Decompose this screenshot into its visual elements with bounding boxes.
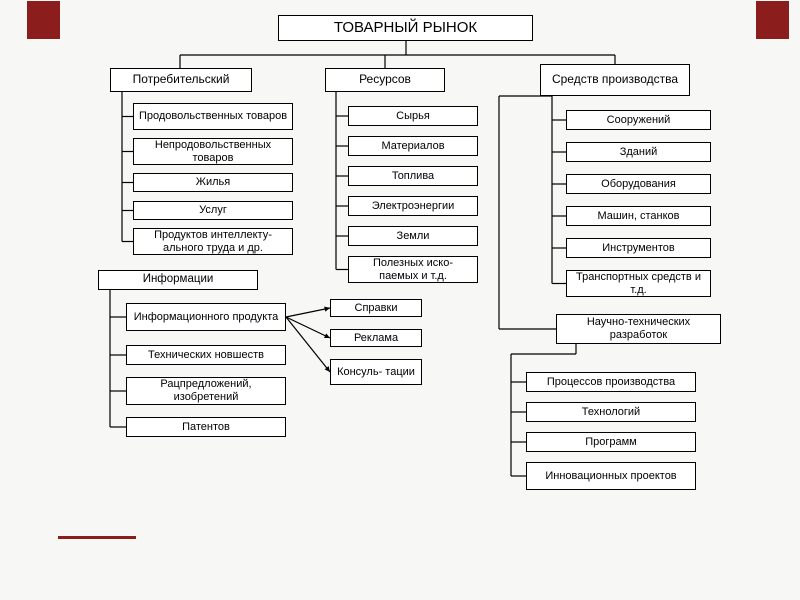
branch-head-0: Потребительский [110, 68, 252, 92]
branch-0-item-4: Продуктов интеллекту- ального труда и др… [133, 228, 293, 255]
info-item-1: Технических новшеств [126, 345, 286, 365]
branch-0-item-3: Услуг [133, 201, 293, 220]
accent-bar-2 [58, 536, 136, 539]
branch-2-item-0: Сооружений [566, 110, 711, 130]
sci-head: Научно-технических разработок [556, 314, 721, 344]
info-item-0: Информационного продукта [126, 303, 286, 331]
accent-bar-1 [756, 1, 789, 39]
sci-item-3: Инновационных проектов [526, 462, 696, 490]
info-fanout-1: Реклама [330, 329, 422, 347]
accent-bar-0 [27, 1, 60, 39]
sci-item-0: Процессов производства [526, 372, 696, 392]
branch-1-item-2: Топлива [348, 166, 478, 186]
branch-2-item-2: Оборудования [566, 174, 711, 194]
branch-2-item-4: Инструментов [566, 238, 711, 258]
branch-2-item-3: Машин, станков [566, 206, 711, 226]
branch-1-item-1: Материалов [348, 136, 478, 156]
branch-0-item-0: Продовольственных товаров [133, 103, 293, 130]
branch-2-item-5: Транспортных средств и т.д. [566, 270, 711, 297]
sci-item-1: Технологий [526, 402, 696, 422]
branch-1-item-4: Земли [348, 226, 478, 246]
info-item-2: Рацпредложений, изобретений [126, 377, 286, 405]
info-head: Информации [98, 270, 258, 290]
branch-1-item-0: Сырья [348, 106, 478, 126]
branch-2-item-1: Зданий [566, 142, 711, 162]
root-node: ТОВАРНЫЙ РЫНОК [278, 15, 533, 41]
branch-1-item-5: Полезных иско- паемых и т.д. [348, 256, 478, 283]
branch-0-item-1: Непродовольственных товаров [133, 138, 293, 165]
branch-head-2: Средств производства [540, 64, 690, 96]
branch-1-item-3: Электроэнергии [348, 196, 478, 216]
sci-item-2: Программ [526, 432, 696, 452]
info-fanout-2: Консуль- тации [330, 359, 422, 385]
info-item-3: Патентов [126, 417, 286, 437]
branch-head-1: Ресурсов [325, 68, 445, 92]
info-fanout-0: Справки [330, 299, 422, 317]
branch-0-item-2: Жилья [133, 173, 293, 192]
